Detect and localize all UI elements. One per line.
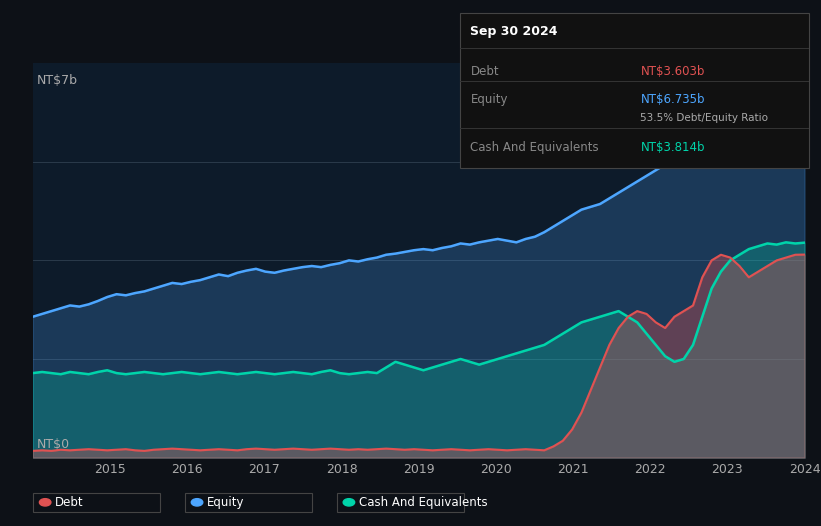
Text: 53.5% Debt/Equity Ratio: 53.5% Debt/Equity Ratio xyxy=(640,113,768,124)
Text: Equity: Equity xyxy=(207,496,245,509)
Text: NT$7b: NT$7b xyxy=(37,74,78,87)
Text: NT$6.735b: NT$6.735b xyxy=(640,94,705,106)
Text: NT$3.814b: NT$3.814b xyxy=(640,141,705,154)
Text: Equity: Equity xyxy=(470,94,508,106)
Text: Debt: Debt xyxy=(470,65,499,77)
Text: NT$3.603b: NT$3.603b xyxy=(640,65,704,77)
Text: Sep 30 2024: Sep 30 2024 xyxy=(470,25,558,38)
Text: Cash And Equivalents: Cash And Equivalents xyxy=(359,496,488,509)
Text: NT$0: NT$0 xyxy=(37,438,70,451)
Text: Debt: Debt xyxy=(55,496,84,509)
Text: Cash And Equivalents: Cash And Equivalents xyxy=(470,141,599,154)
